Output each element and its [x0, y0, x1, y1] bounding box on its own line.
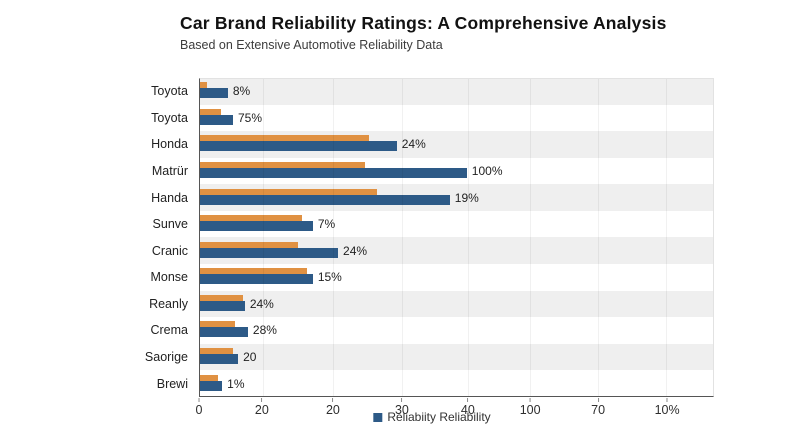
- x-axis: 0 20 20 30 40 100 70 10%: [195, 398, 714, 418]
- bar-value-label: 15%: [317, 270, 342, 285]
- bar-blue: [199, 354, 239, 365]
- chart-row: Toyota 8%: [112, 78, 714, 105]
- x-axis-tick: 20: [255, 398, 269, 417]
- y-axis-label: Sunve: [152, 217, 188, 232]
- chart-row: Brewi 1%: [112, 370, 714, 397]
- bar-value-label: 19%: [454, 190, 479, 205]
- bar-value-label: 24%: [249, 296, 274, 311]
- x-axis-tick-label: 100: [519, 403, 541, 417]
- row-band: 1%: [199, 370, 714, 397]
- legend-swatch-icon: [373, 412, 383, 422]
- x-axis-tick: 70: [591, 398, 605, 417]
- chart-row: Saorige 20: [112, 343, 714, 371]
- legend-label: Reliabiity Reliability: [387, 410, 491, 424]
- chart-row: Matrür 100%: [112, 157, 714, 185]
- x-axis-tick: 40: [461, 398, 475, 417]
- bar-blue: [199, 88, 228, 99]
- y-axis-label: Brewi: [156, 376, 188, 391]
- row-band: 24%: [199, 237, 714, 265]
- y-axis-label: Matrür: [151, 164, 188, 179]
- chart-row: Reanly 24%: [112, 290, 714, 318]
- y-axis-label: Reanly: [149, 296, 188, 311]
- bar-blue: [199, 380, 223, 391]
- bar-blue: [199, 247, 339, 258]
- tick-mark: [666, 398, 668, 402]
- bar-blue: [199, 221, 313, 232]
- x-axis-tick: 30: [395, 398, 409, 417]
- x-axis-tick-label: 70: [591, 403, 606, 417]
- row-band: 100%: [199, 157, 714, 185]
- chart-row: Sunve 7%: [112, 210, 714, 238]
- chart-row: Toyota 75%: [112, 104, 714, 132]
- tick-mark: [332, 398, 334, 402]
- y-axis-label: Crema: [150, 323, 188, 338]
- x-axis-tick-label: 20: [254, 403, 269, 417]
- y-axis-label: Handa: [151, 190, 188, 205]
- y-axis-label: Toyota: [151, 84, 188, 99]
- tick-mark: [467, 398, 469, 402]
- row-band: 24%: [199, 290, 714, 318]
- x-axis-tick-label: 40: [460, 403, 475, 417]
- x-axis-tick-label: 10%: [654, 403, 680, 417]
- bar-value-label: 28%: [252, 323, 277, 338]
- chart-row: Crema 28%: [112, 317, 714, 344]
- row-band: 75%: [199, 104, 714, 132]
- bar-blue: [199, 274, 313, 285]
- row-band: 8%: [199, 78, 714, 105]
- chart-plot-area: Toyota 8% Toyota 75% Honda 24% Matrür 100% Handa…: [112, 78, 714, 397]
- chart-row: Honda 24%: [112, 131, 714, 158]
- bar-blue: [199, 141, 397, 152]
- bar-value-label: 7%: [317, 217, 336, 232]
- y-axis-label: Monse: [150, 270, 188, 285]
- bar-value-label: 20: [243, 350, 257, 365]
- plot-rows: Toyota 8% Toyota 75% Honda 24% Matrür 100% Handa…: [112, 78, 714, 397]
- x-axis-tick-label: 30: [394, 403, 409, 417]
- x-axis-tick: 10%: [655, 398, 680, 417]
- chart-subtitle: Based on Extensive Automotive Reliabilit…: [180, 38, 443, 52]
- row-band: 19%: [199, 184, 714, 211]
- bar-blue: [199, 194, 450, 205]
- row-band: 28%: [199, 317, 714, 344]
- chart-row: Handa 19%: [112, 184, 714, 211]
- y-axis-label: Saorige: [144, 350, 188, 365]
- row-band: 7%: [199, 210, 714, 238]
- x-axis-tick-label: 20: [325, 403, 340, 417]
- x-axis-tick: 20: [326, 398, 340, 417]
- row-band: 24%: [199, 131, 714, 158]
- chart-row: Cranic 24%: [112, 237, 714, 265]
- row-band: 15%: [199, 264, 714, 291]
- bar-blue: [199, 300, 245, 311]
- chart-title: Car Brand Reliability Ratings: A Compreh…: [180, 13, 667, 33]
- tick-mark: [261, 398, 263, 402]
- bar-blue: [199, 168, 467, 179]
- tick-mark: [401, 398, 403, 402]
- x-axis-tick: 100: [520, 398, 541, 417]
- y-axis-label: Honda: [151, 137, 188, 152]
- tick-mark: [198, 398, 200, 402]
- bar-value-label: 75%: [237, 110, 263, 125]
- legend: Reliabiity Reliability: [373, 410, 491, 424]
- bar-value-label: 1%: [227, 376, 245, 391]
- bar-value-label: 100%: [471, 164, 503, 179]
- bar-blue: [199, 114, 233, 125]
- bar-value-label: 24%: [343, 243, 368, 258]
- x-axis-tick-label: 0: [195, 403, 203, 417]
- bar-value-label: 8%: [232, 84, 251, 99]
- x-axis-tick: 0: [195, 398, 203, 417]
- bar-value-label: 24%: [401, 137, 426, 152]
- row-band: 20: [199, 343, 714, 371]
- chart-row: Monse 15%: [112, 264, 714, 291]
- y-axis-label: Cranic: [151, 243, 188, 258]
- tick-mark: [529, 398, 531, 402]
- y-axis-label: Toyota: [151, 110, 188, 125]
- tick-mark: [597, 398, 599, 402]
- bar-blue: [199, 327, 248, 338]
